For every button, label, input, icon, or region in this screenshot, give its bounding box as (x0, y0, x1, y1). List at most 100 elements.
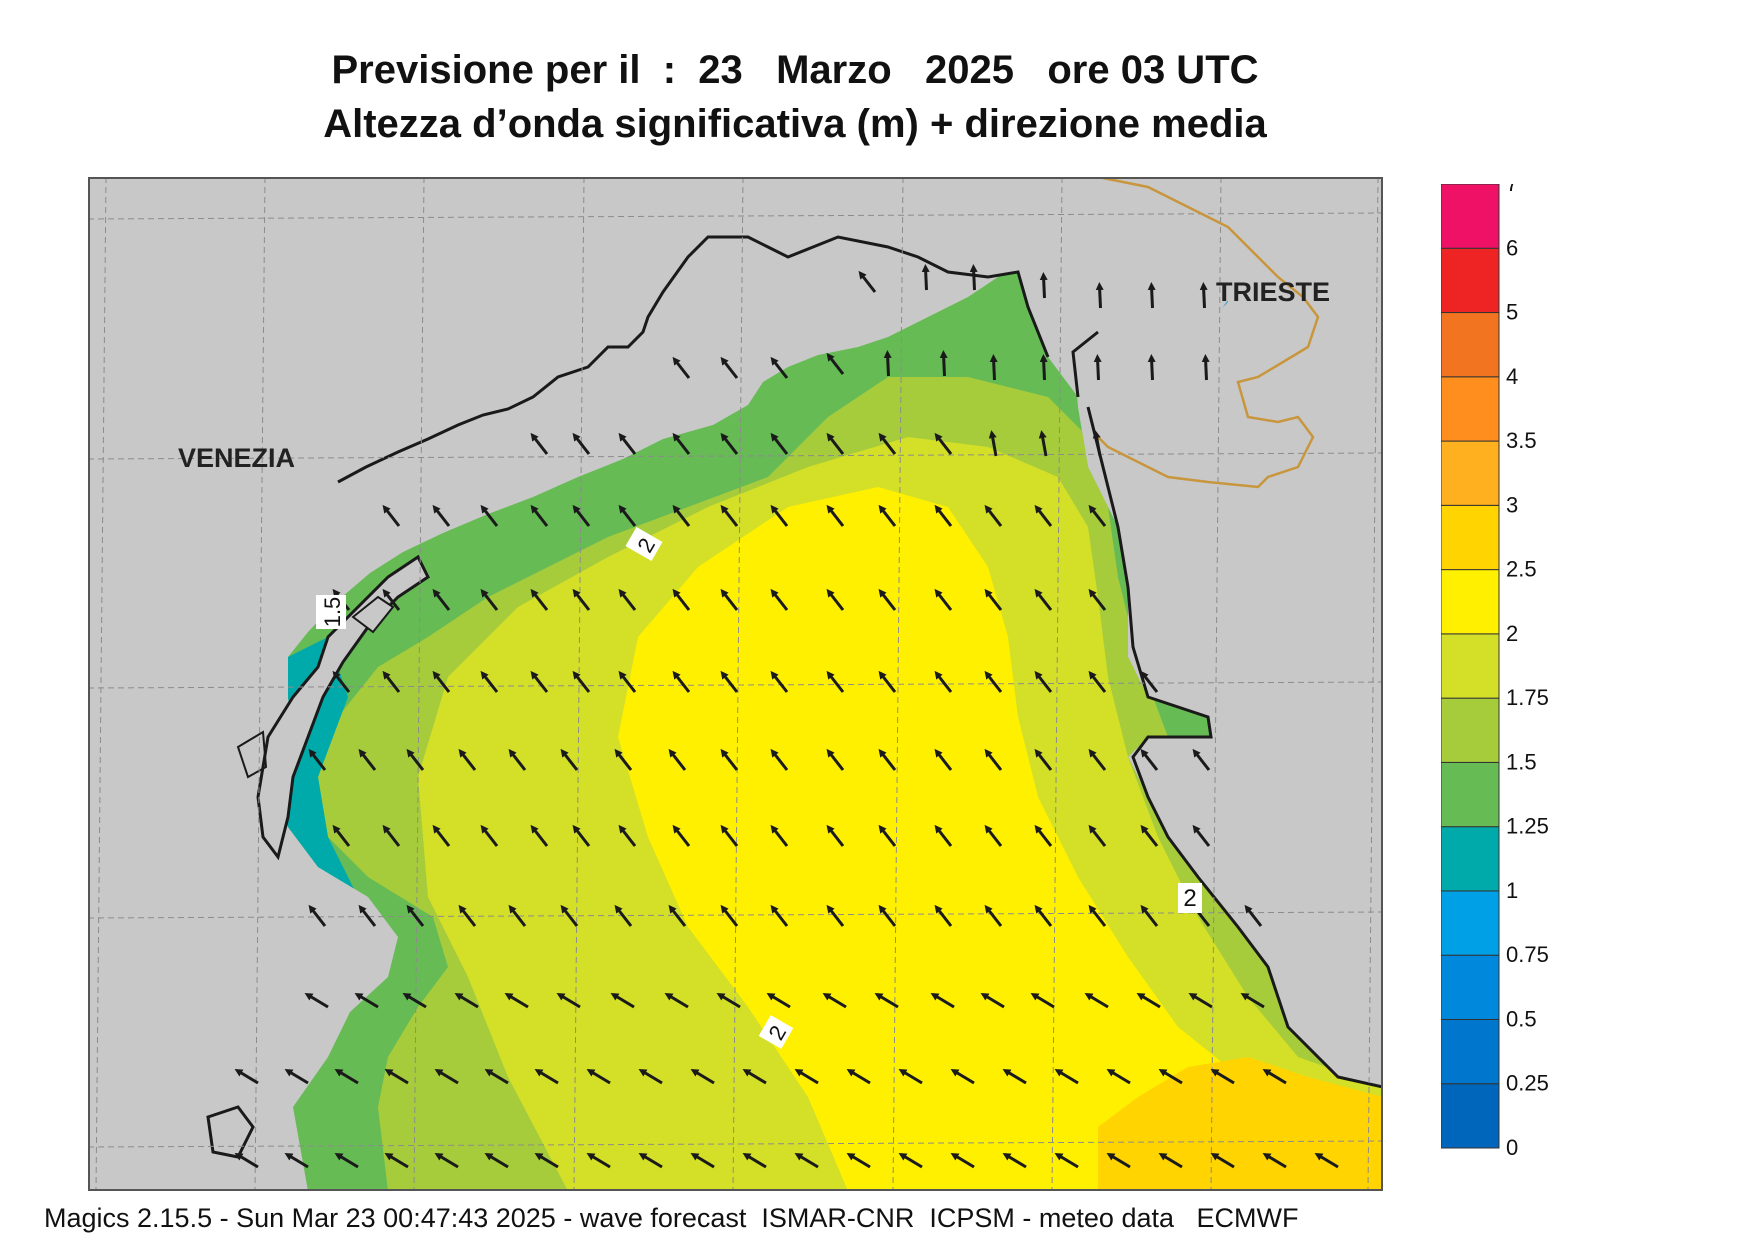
wave-direction-arrow (618, 504, 637, 527)
meridian-gridline (573, 177, 585, 1191)
wave-direction-arrow (480, 670, 499, 693)
wave-direction-arrow (950, 1068, 975, 1085)
svg-text:1.5: 1.5 (320, 597, 345, 628)
wave-direction-arrow (432, 824, 451, 847)
wave-direction-arrow (984, 588, 1003, 611)
wave-direction-arrow (1147, 354, 1156, 381)
colorbar-swatch (1440, 376, 1500, 442)
wave-direction-arrow (934, 432, 953, 455)
title-line-1: Previsione per il : 23 Marzo 2025 ore 03… (331, 48, 1259, 92)
wave-direction-arrow (878, 670, 897, 693)
wave-direction-arrow (458, 748, 477, 771)
wave-direction-arrow (384, 1152, 409, 1169)
wave-direction-arrow (1093, 354, 1102, 381)
wave-direction-arrow (934, 670, 953, 693)
wave-direction-arrow (234, 1068, 259, 1085)
wave-direction-arrow (1092, 430, 1102, 457)
wave-direction-arrow (1106, 1068, 1131, 1085)
wave-direction-arrow (898, 1152, 923, 1169)
wave-direction-arrow (572, 824, 591, 847)
wave-direction-arrow (794, 1068, 819, 1085)
wave-direction-arrow (1240, 992, 1265, 1009)
wave-direction-arrow (1201, 354, 1210, 381)
wave-direction-arrow (1136, 992, 1161, 1009)
wave-direction-arrow (672, 670, 691, 693)
wave-direction-arrow (1034, 748, 1053, 771)
wave-direction-arrow (1088, 504, 1107, 527)
city-label-venezia: VENEZIA (178, 443, 295, 473)
wave-direction-arrow (1038, 430, 1048, 457)
wave-direction-arrow (826, 588, 845, 611)
wave-direction-arrow (1140, 670, 1159, 693)
wave-direction-arrow (618, 432, 637, 455)
wave-direction-arrow (638, 1152, 663, 1169)
wave-direction-arrow (382, 670, 401, 693)
wave-direction-arrow (934, 748, 953, 771)
wave-direction-arrow (358, 904, 377, 927)
wave-direction-arrow (504, 992, 529, 1009)
wave-direction-arrow (308, 748, 327, 771)
wave-direction-arrow (939, 350, 948, 377)
wave-direction-arrow (432, 504, 451, 527)
wave-direction-arrow (432, 588, 451, 611)
wave-direction-arrow (614, 748, 633, 771)
colorbar-legend: 0 0.25 0.5 0.75 1 1.25 1.5 1.75 2 2.5 3 3.5 4 5 6 7 (1440, 171, 1591, 1169)
wave-direction-arrow (878, 432, 897, 455)
wave-direction-arrow (770, 356, 789, 379)
wave-direction-arrow (950, 1152, 975, 1169)
colorbar-tick-label: 1.5 (1506, 749, 1537, 774)
wave-direction-arrow (826, 904, 845, 927)
parallel-gridline (88, 212, 1383, 220)
wave-direction-arrow (794, 1152, 819, 1169)
colorbar-tick-label: 4 (1506, 364, 1518, 389)
wave-direction-arrow (534, 1068, 559, 1085)
wave-direction-arrow (826, 824, 845, 847)
wave-direction-arrow (878, 748, 897, 771)
colorbar-tick-label: 0.75 (1506, 942, 1549, 967)
wave-direction-arrow (883, 350, 892, 377)
wave-direction-arrow (934, 824, 953, 847)
wave-direction-arrow (846, 1152, 871, 1169)
wave-direction-arrow (1034, 904, 1053, 927)
wave-direction-arrow (1140, 748, 1159, 771)
wave-direction-arrow (406, 748, 425, 771)
wave-direction-arrow (980, 992, 1005, 1009)
wave-direction-arrow (382, 824, 401, 847)
wave-direction-arrow (1147, 282, 1156, 309)
wave-direction-arrow (878, 588, 897, 611)
wave-direction-arrow (530, 504, 549, 527)
wave-direction-arrow (614, 904, 633, 927)
wave-direction-arrow (332, 824, 351, 847)
colorbar-swatch (1440, 504, 1500, 571)
contour-label: 2 (758, 1015, 794, 1049)
wave-direction-arrow (1084, 992, 1109, 1009)
wave-direction-arrow (1030, 992, 1055, 1009)
meridian-gridline (95, 177, 107, 1191)
wave-direction-arrow (720, 904, 739, 927)
colorbar-swatch (1440, 312, 1500, 378)
wave-direction-arrow (534, 1152, 559, 1169)
colorbar-swatch (1440, 890, 1500, 956)
wave-direction-arrow (1188, 992, 1213, 1009)
wave-direction-arrow (1199, 282, 1208, 309)
wave-direction-arrow (984, 670, 1003, 693)
wave-direction-arrow (934, 504, 953, 527)
wave-direction-arrow (1140, 904, 1159, 927)
wave-direction-arrow (720, 824, 739, 847)
colorbar-swatch (1440, 440, 1500, 506)
parallel-gridline (88, 681, 1383, 689)
wave-direction-arrow (556, 992, 581, 1009)
colorbar-tick-label: 0.5 (1506, 1006, 1537, 1031)
colorbar-tick-label: 1.75 (1506, 685, 1549, 710)
wave-direction-arrow (878, 824, 897, 847)
colorbar-tick-label: 1 (1506, 878, 1518, 903)
footer-credits: Magics 2.15.5 - Sun Mar 23 00:47:43 2025… (44, 1203, 1299, 1233)
colorbar-tick-label: 2 (1506, 621, 1518, 646)
wave-direction-arrow (1262, 1068, 1287, 1085)
wave-direction-arrow (668, 904, 687, 927)
wave-direction-arrow (610, 992, 635, 1009)
meridian-gridline (1210, 177, 1222, 1191)
wave-direction-arrow (1054, 1152, 1079, 1169)
wave-direction-arrow (406, 904, 425, 927)
wave-direction-arrow (1039, 354, 1048, 381)
